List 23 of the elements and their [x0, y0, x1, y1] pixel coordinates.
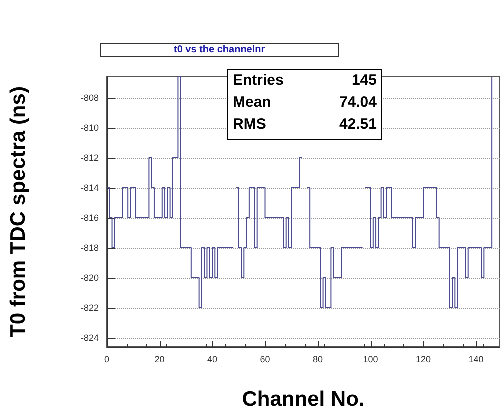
- y-tick-label: -816: [80, 213, 99, 223]
- y-tick-label: -820: [80, 273, 99, 283]
- y-tick-label: -810: [80, 123, 99, 133]
- y-tick-label: -824: [80, 333, 99, 343]
- x-tick-label: 0: [104, 354, 110, 364]
- y-axis-title: T0 from TDC spectra (ns): [7, 86, 30, 338]
- x-tick-label: 40: [207, 354, 218, 364]
- y-tick-label: -814: [80, 183, 99, 193]
- x-tick-label: 140: [468, 354, 484, 364]
- y-tick-label: -818: [80, 243, 99, 253]
- text: Entries 145: [233, 72, 377, 89]
- y-tick-label: -808: [80, 93, 99, 103]
- x-tick-label: 120: [416, 354, 432, 364]
- text: RMS 42.51: [233, 116, 377, 133]
- y-tick-label: -822: [80, 303, 99, 313]
- x-tick-label: 80: [313, 354, 324, 364]
- x-tick-label: 100: [363, 354, 378, 364]
- text: Mean 74.04: [233, 94, 377, 111]
- x-tick-label: 20: [154, 354, 165, 364]
- chart-title: t0 vs the channelnr: [174, 44, 266, 56]
- x-axis-title: Channel No.: [242, 388, 365, 411]
- y-tick-label: -812: [80, 153, 99, 163]
- x-tick-label: 60: [260, 354, 270, 364]
